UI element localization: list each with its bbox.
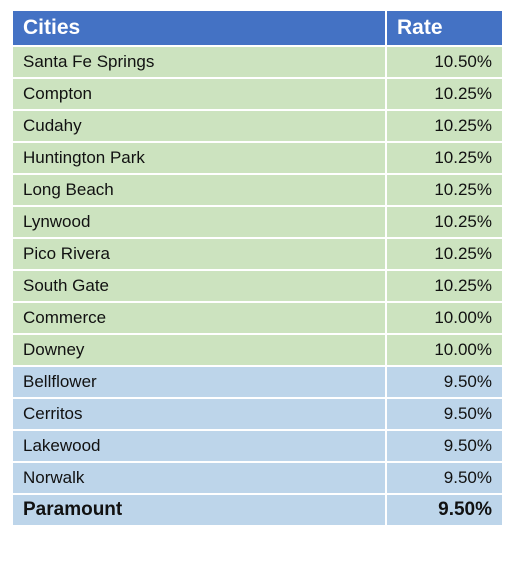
city-cell: Lynwood bbox=[11, 205, 387, 239]
table-row: Bellflower 9.50% bbox=[11, 365, 504, 399]
header-cell: Cities bbox=[11, 9, 387, 47]
table-row: Pico Rivera 10.25% bbox=[11, 237, 504, 271]
table-row: South Gate 10.25% bbox=[11, 269, 504, 303]
city-cell: Huntington Park bbox=[11, 141, 387, 175]
city-cell: Downey bbox=[11, 333, 387, 367]
city-cell: Santa Fe Springs bbox=[11, 45, 387, 79]
city-cell: Bellflower bbox=[11, 365, 387, 399]
rates-table: Cities Rate Santa Fe Springs 10.50% Compto… bbox=[11, 9, 504, 527]
table-row: Lakewood 9.50% bbox=[11, 429, 504, 463]
city-cell: Cudahy bbox=[11, 109, 387, 143]
table-row: Cerritos 9.50% bbox=[11, 397, 504, 431]
table-row: Huntington Park 10.25% bbox=[11, 141, 504, 175]
rate-cell: 10.25% bbox=[385, 173, 504, 207]
city-cell: Norwalk bbox=[11, 461, 387, 495]
city-cell: Compton bbox=[11, 77, 387, 111]
rate-cell: 10.25% bbox=[385, 109, 504, 143]
city-cell: Long Beach bbox=[11, 173, 387, 207]
rate-cell: 10.00% bbox=[385, 333, 504, 367]
rate-cell: 10.00% bbox=[385, 301, 504, 335]
rate-cell: 9.50% bbox=[385, 397, 504, 431]
rate-cell: 10.50% bbox=[385, 45, 504, 79]
city-cell: Cerritos bbox=[11, 397, 387, 431]
rate-cell: 10.25% bbox=[385, 77, 504, 111]
table-row: Norwalk 9.50% bbox=[11, 461, 504, 495]
city-cell: Pico Rivera bbox=[11, 237, 387, 271]
table-row: Commerce 10.00% bbox=[11, 301, 504, 335]
table-row: Cudahy 10.25% bbox=[11, 109, 504, 143]
rate-cell: 9.50% bbox=[385, 365, 504, 399]
table-row: Santa Fe Springs 10.50% bbox=[11, 45, 504, 79]
table-row: Long Beach 10.25% bbox=[11, 173, 504, 207]
rate-cell: 9.50% bbox=[385, 493, 504, 527]
rate-cell: 10.25% bbox=[385, 237, 504, 271]
city-cell: South Gate bbox=[11, 269, 387, 303]
table-row: Compton 10.25% bbox=[11, 77, 504, 111]
rate-cell: 9.50% bbox=[385, 429, 504, 463]
rate-cell: 10.25% bbox=[385, 141, 504, 175]
city-cell: Lakewood bbox=[11, 429, 387, 463]
rate-cell: 10.25% bbox=[385, 269, 504, 303]
header-row: Cities Rate bbox=[11, 9, 504, 47]
rate-cell: 9.50% bbox=[385, 461, 504, 495]
table-row: Lynwood 10.25% bbox=[11, 205, 504, 239]
rate-cell: 10.25% bbox=[385, 205, 504, 239]
table-row: Downey 10.00% bbox=[11, 333, 504, 367]
header-cell: Rate bbox=[385, 9, 504, 47]
city-cell: Paramount bbox=[11, 493, 387, 527]
city-cell: Commerce bbox=[11, 301, 387, 335]
table-row: Paramount 9.50% bbox=[11, 493, 504, 527]
